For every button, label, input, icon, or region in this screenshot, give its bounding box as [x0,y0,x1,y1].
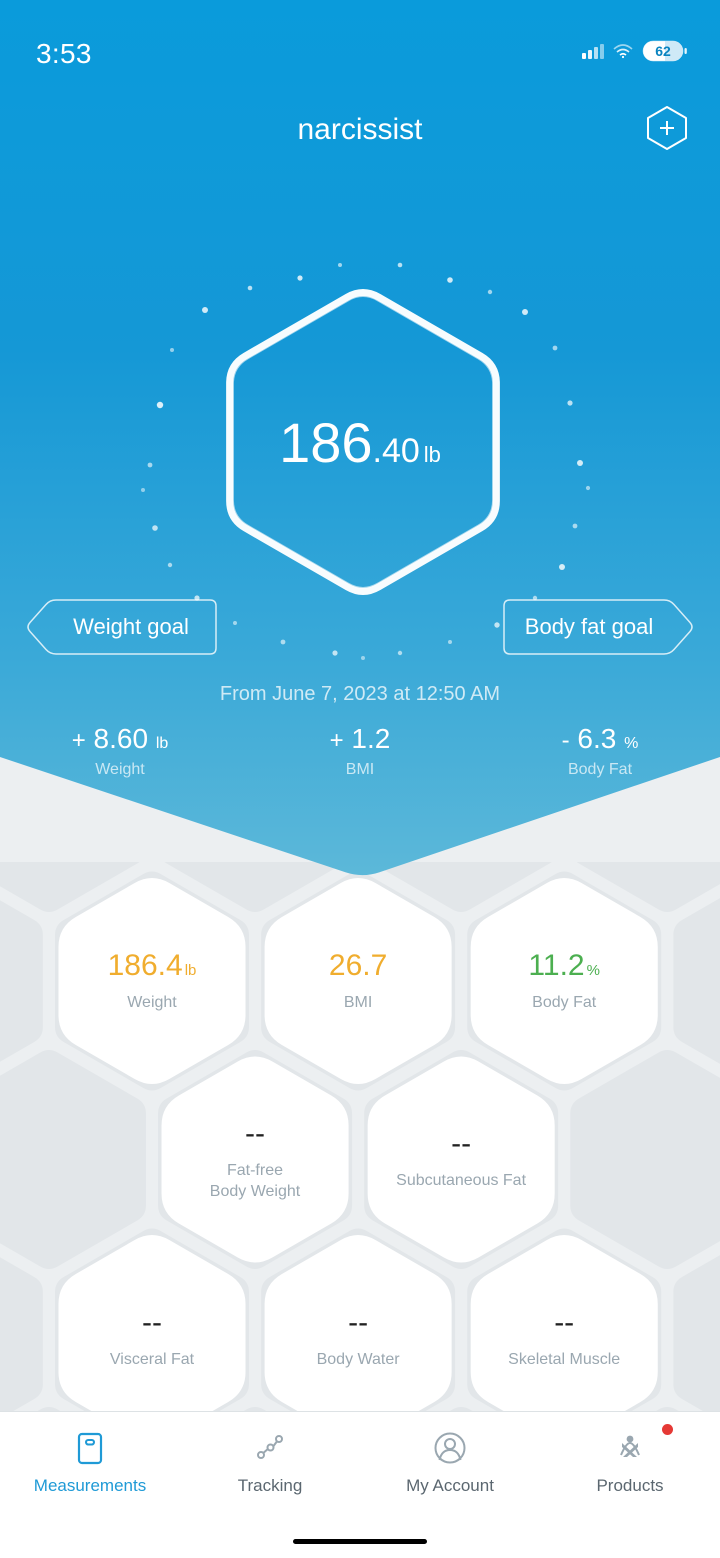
svg-text:62: 62 [655,43,671,59]
